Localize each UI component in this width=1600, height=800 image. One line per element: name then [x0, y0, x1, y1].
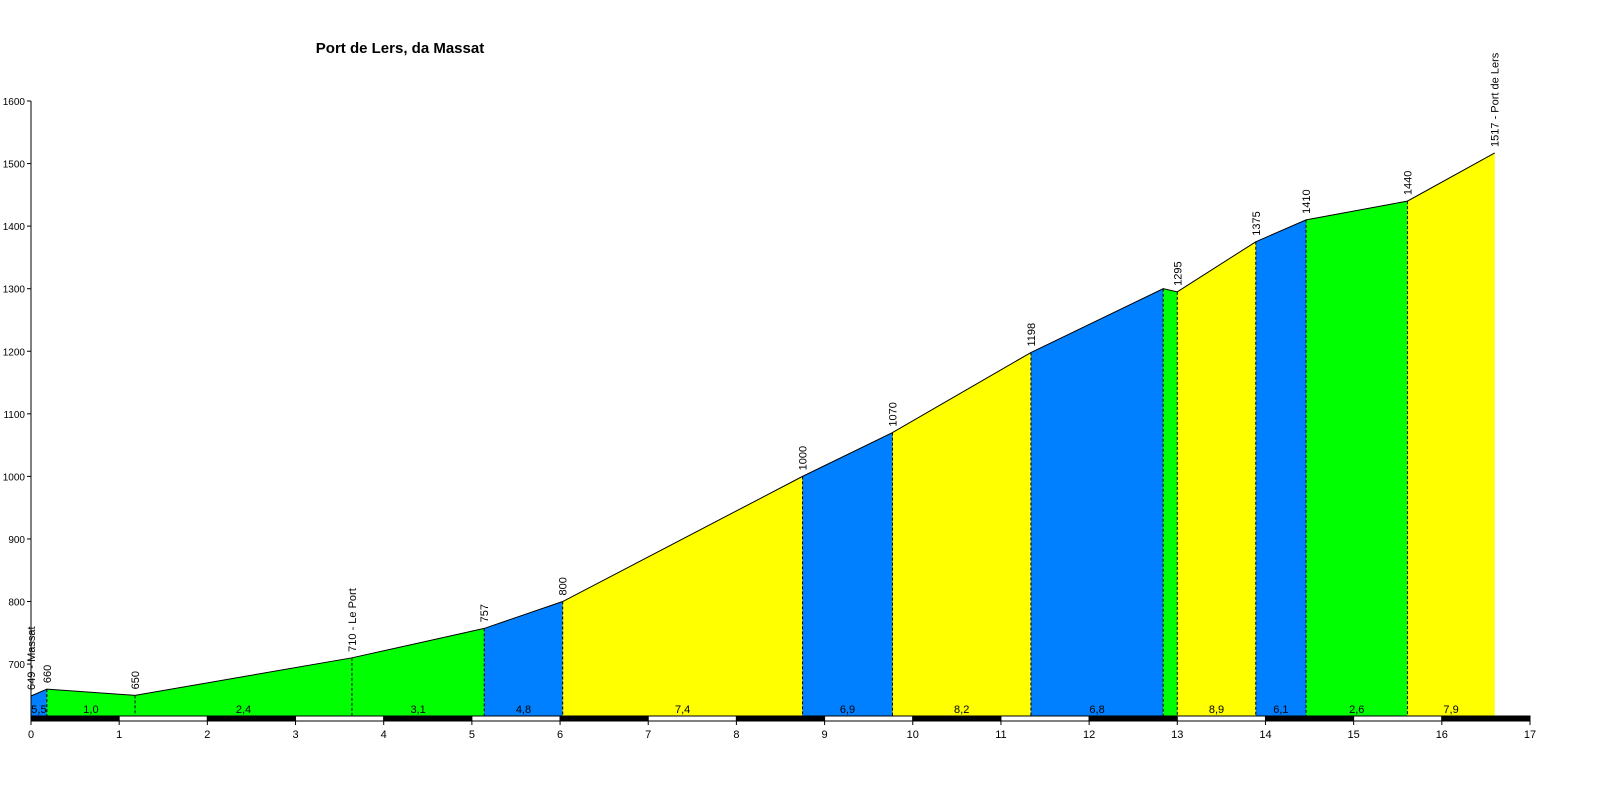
point-label: 1070: [887, 402, 899, 426]
km-stripe: [1353, 715, 1443, 722]
x-tick-label: 7: [645, 729, 651, 741]
gradient-segment: [1163, 288, 1178, 716]
point-label: 1440: [1402, 171, 1414, 195]
chart-title: Port de Lers, da Massat: [316, 40, 484, 57]
gradient-segment: [1306, 201, 1408, 716]
km-stripe: [647, 715, 737, 722]
point-label: 1198: [1026, 323, 1038, 347]
km-stripe: [1176, 715, 1266, 722]
y-tick-label: 1300: [3, 285, 26, 296]
point-label: 649 - Massat: [26, 626, 38, 690]
point-label: 660: [42, 665, 54, 683]
gradient-segment: [31, 689, 47, 716]
gradient-segment: [1177, 241, 1256, 716]
point-label: 1295: [1172, 261, 1184, 285]
x-tick-label: 12: [1083, 729, 1095, 741]
km-stripe: [1088, 715, 1178, 722]
x-tick-label: 17: [1524, 729, 1536, 741]
x-tick-label: 3: [292, 729, 298, 741]
point-label: 1000: [798, 446, 810, 470]
point-label: 1410: [1301, 189, 1313, 213]
y-tick-label: 1400: [3, 222, 26, 233]
x-tick-label: 1: [116, 729, 122, 741]
km-stripe: [471, 715, 561, 722]
gradient-segment: [802, 432, 893, 716]
gradient-segment: [484, 601, 563, 716]
point-label: 800: [558, 577, 570, 595]
y-tick-label: 700: [8, 660, 25, 671]
x-tick-label: 13: [1171, 729, 1183, 741]
point-label: 757: [479, 604, 491, 622]
km-stripe: [1441, 715, 1531, 722]
x-tick-label: 8: [733, 729, 739, 741]
gradient-label: 6,1: [1273, 704, 1288, 716]
km-stripe: [295, 715, 385, 722]
km-stripe: [824, 715, 914, 722]
gradient-label: 5,5: [31, 704, 46, 716]
gradient-segment: [1407, 152, 1495, 717]
x-tick-label: 10: [907, 729, 919, 741]
gradient-label: 6,8: [1089, 704, 1104, 716]
gradient-label: 8,9: [1209, 704, 1224, 716]
y-tick-label: 1200: [3, 347, 26, 358]
gradient-label: 2,4: [236, 704, 251, 716]
gradient-label: 6,9: [840, 704, 855, 716]
x-tick-label: 15: [1348, 729, 1360, 741]
x-tick-label: 9: [822, 729, 828, 741]
point-label: 710 - Le Port: [347, 588, 359, 652]
x-tick-label: 6: [557, 729, 563, 741]
km-stripe: [912, 715, 1002, 722]
gradient-label: 7,9: [1443, 704, 1458, 716]
gradient-segment: [562, 476, 803, 716]
gradient-label: 2,6: [1349, 704, 1364, 716]
x-tick-label: 2: [204, 729, 210, 741]
km-stripe: [118, 715, 208, 722]
profile-line: [30, 152, 1495, 697]
point-label: 650: [130, 671, 142, 689]
x-tick-label: 0: [28, 729, 34, 741]
km-stripe: [559, 715, 649, 722]
y-tick-label: 1100: [3, 410, 25, 421]
gradient-segment: [351, 628, 485, 716]
gradient-segment: [1030, 288, 1164, 716]
km-stripe: [735, 715, 826, 722]
point-label: 1517 - Port de Lers: [1490, 52, 1502, 147]
gradient-segment: [46, 689, 136, 716]
y-tick-label: 1600: [3, 97, 26, 108]
y-tick-label: 1500: [3, 160, 26, 171]
gradient-segment: [892, 352, 1031, 716]
x-tick-label: 11: [995, 729, 1006, 741]
km-stripe: [383, 715, 473, 722]
gradient-label: 3,1: [410, 704, 425, 716]
gradient-segment: [135, 657, 352, 716]
gradient-label: 8,2: [954, 704, 969, 716]
y-tick-label: 800: [8, 598, 25, 609]
x-tick-label: 14: [1259, 729, 1271, 741]
x-tick-label: 5: [469, 729, 475, 741]
km-stripe: [206, 715, 297, 722]
y-tick-label: 900: [8, 535, 25, 546]
gradient-segment: [1255, 219, 1307, 717]
km-stripe: [30, 715, 120, 722]
y-tick-label: 1000: [3, 472, 26, 483]
gradient-label: 4,8: [516, 704, 531, 716]
km-stripe: [1000, 715, 1090, 722]
km-stripe: [1264, 715, 1355, 722]
gradient-label: 7,4: [675, 704, 690, 716]
gradient-label: 1,0: [83, 704, 98, 716]
x-tick-label: 16: [1436, 729, 1448, 741]
x-tick-label: 4: [381, 729, 387, 741]
point-label: 1375: [1251, 211, 1263, 235]
